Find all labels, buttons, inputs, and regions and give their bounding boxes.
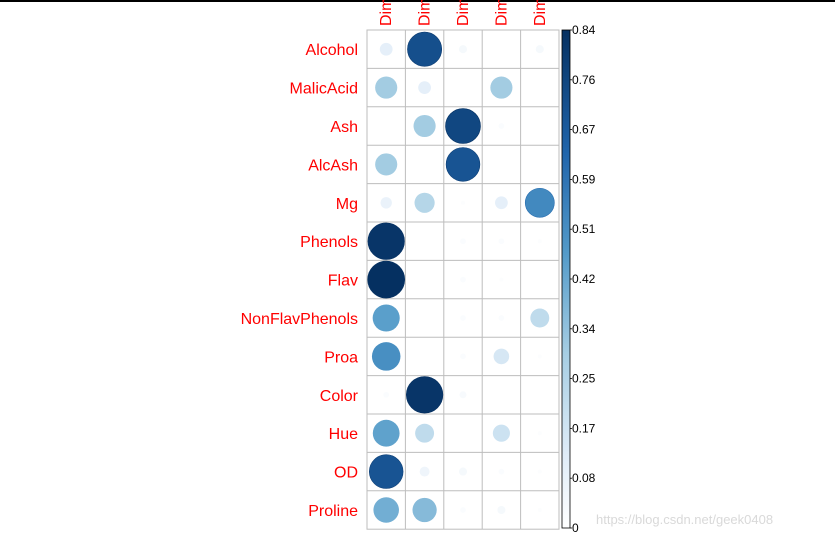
data-circle bbox=[371, 342, 401, 371]
data-circle bbox=[419, 466, 430, 477]
legend-tick-label: 0.08 bbox=[572, 471, 596, 485]
data-circle bbox=[369, 454, 404, 489]
data-circle bbox=[458, 467, 468, 476]
row-label: Flav bbox=[328, 273, 358, 290]
data-circle bbox=[414, 192, 435, 213]
watermark-text: https://blog.csdn.net/geek0408 bbox=[596, 512, 774, 527]
legend-tick-label: 0 bbox=[572, 521, 579, 535]
data-circle bbox=[460, 238, 466, 245]
column-label: Dim bbox=[378, 0, 395, 26]
data-circle bbox=[412, 497, 437, 523]
data-circle bbox=[492, 424, 510, 442]
data-circle bbox=[498, 123, 505, 129]
row-label: Color bbox=[320, 388, 359, 405]
data-circle bbox=[375, 76, 398, 99]
data-circle bbox=[537, 507, 542, 513]
column-label: Dim bbox=[493, 0, 510, 26]
data-circle bbox=[537, 239, 542, 244]
data-circle bbox=[537, 354, 542, 359]
data-circle bbox=[372, 419, 400, 447]
data-circle bbox=[460, 200, 466, 205]
data-circle bbox=[495, 196, 508, 210]
data-circle bbox=[498, 238, 505, 245]
row-label: MalicAcid bbox=[290, 81, 358, 98]
color-legend-bar bbox=[561, 29, 571, 529]
data-circle bbox=[418, 81, 431, 94]
row-label: Proline bbox=[308, 503, 358, 520]
data-circle bbox=[498, 315, 505, 321]
legend-tick-label: 0.76 bbox=[572, 73, 596, 87]
data-circle bbox=[460, 353, 466, 360]
data-circle bbox=[460, 507, 466, 513]
data-circle bbox=[459, 391, 467, 399]
data-circle bbox=[407, 31, 443, 67]
data-circle bbox=[373, 497, 399, 523]
data-circle bbox=[367, 260, 406, 299]
row-label: OD bbox=[334, 465, 358, 482]
data-circle bbox=[415, 423, 435, 443]
data-circle bbox=[375, 153, 398, 176]
legend-tick-label: 0.59 bbox=[572, 172, 596, 186]
legend-tick-label: 0.25 bbox=[572, 372, 596, 386]
data-circle bbox=[406, 376, 444, 414]
data-circle bbox=[460, 276, 466, 283]
row-label: NonFlavPhenols bbox=[241, 311, 358, 328]
data-circle bbox=[524, 187, 555, 218]
row-label: Phenols bbox=[300, 234, 358, 251]
data-circle bbox=[372, 304, 400, 332]
data-circle bbox=[380, 197, 392, 209]
row-label: Mg bbox=[336, 196, 358, 213]
data-circle bbox=[497, 505, 506, 515]
top-border-line bbox=[0, 0, 835, 2]
column-label: Dim bbox=[455, 0, 472, 26]
row-label: Ash bbox=[330, 119, 358, 136]
column-label: Dim bbox=[417, 0, 434, 26]
row-label: Proa bbox=[324, 349, 358, 366]
data-circle bbox=[537, 469, 542, 474]
data-circle bbox=[493, 348, 510, 365]
data-circle bbox=[445, 147, 481, 182]
legend-tick-label: 0.42 bbox=[572, 272, 596, 286]
data-circle bbox=[498, 468, 505, 475]
data-circle bbox=[537, 431, 542, 436]
data-circle bbox=[535, 45, 544, 54]
legend-tick-label: 0.84 bbox=[572, 23, 596, 37]
data-circle bbox=[499, 277, 504, 282]
data-circle bbox=[367, 222, 405, 260]
data-circle bbox=[413, 114, 436, 138]
data-circle bbox=[530, 308, 550, 328]
legend-tick-label: 0.67 bbox=[572, 123, 596, 137]
legend-tick-label: 0.34 bbox=[572, 322, 596, 336]
legend-tick-label: 0.17 bbox=[572, 421, 596, 435]
row-label: Alcohol bbox=[306, 42, 358, 59]
row-label: Hue bbox=[329, 426, 358, 443]
column-label: Dim bbox=[532, 0, 549, 26]
data-circle bbox=[379, 42, 393, 56]
data-circle bbox=[460, 315, 466, 321]
legend-tick-label: 0.51 bbox=[572, 222, 596, 236]
data-circle bbox=[458, 45, 468, 54]
data-circle bbox=[490, 76, 513, 99]
data-circle bbox=[445, 108, 481, 144]
data-circle bbox=[383, 391, 390, 398]
row-label: AlcAsh bbox=[308, 157, 358, 174]
